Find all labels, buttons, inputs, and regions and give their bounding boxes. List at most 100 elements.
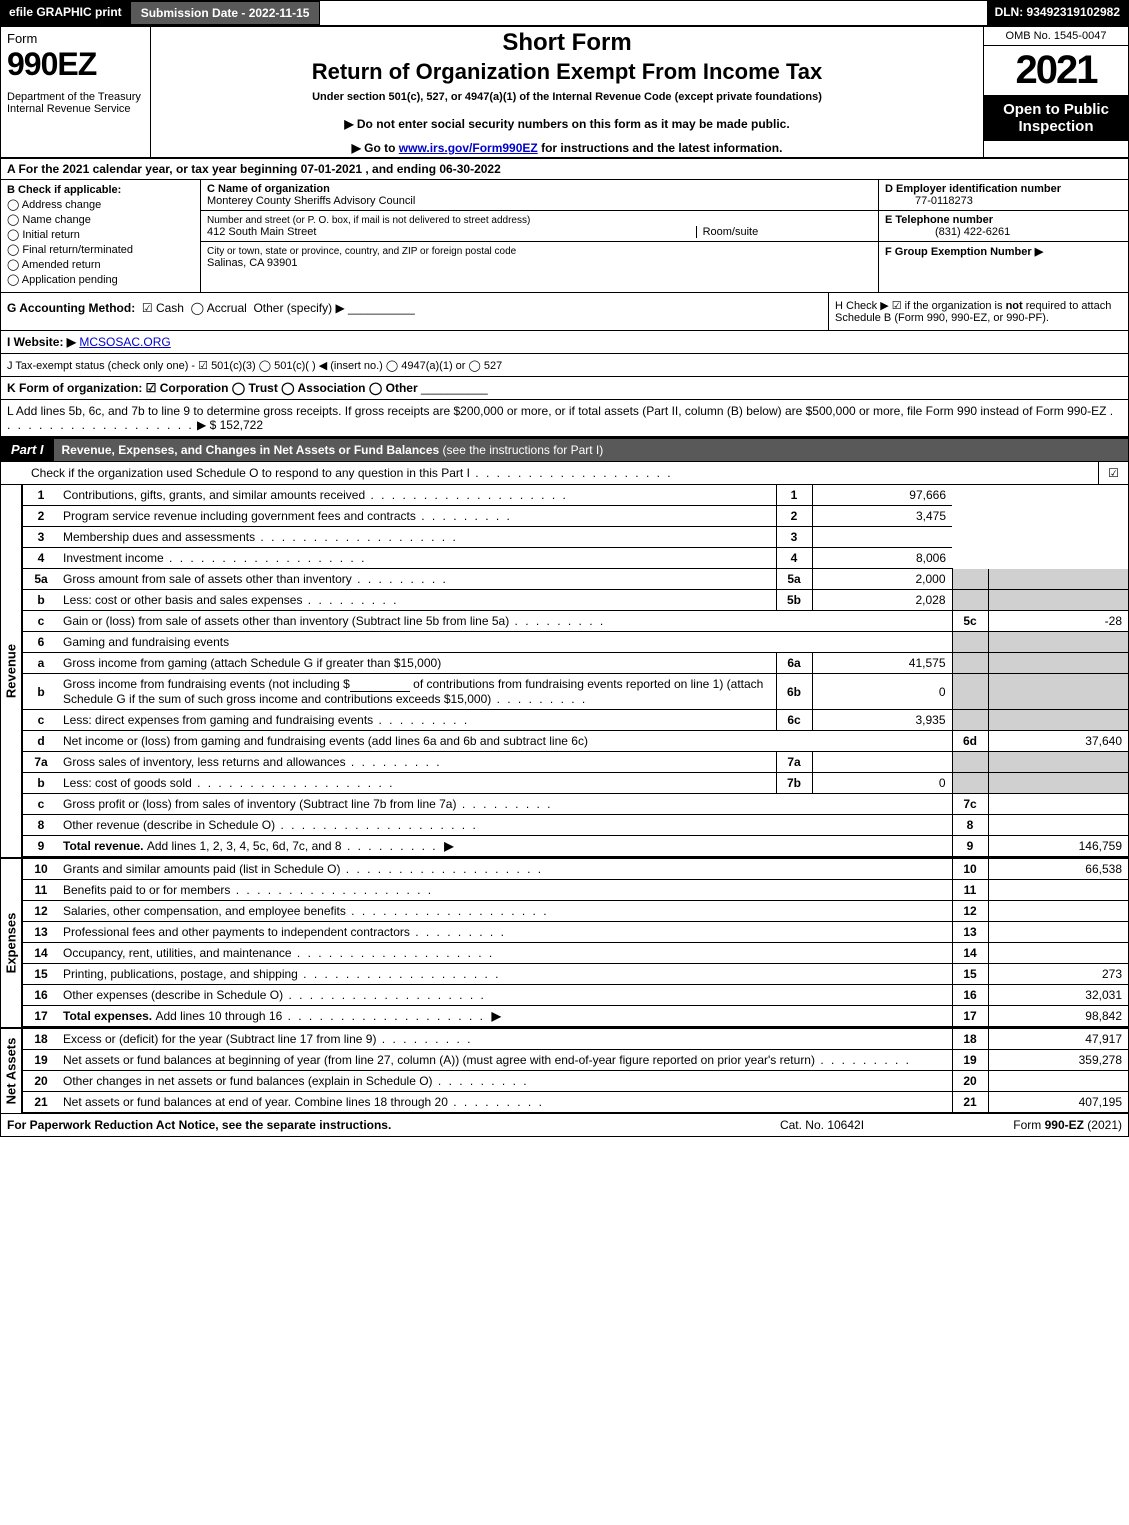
irs-link[interactable]: www.irs.gov/Form990EZ: [399, 141, 538, 155]
part-i-label: Part I: [1, 438, 54, 461]
line-6b: bGross income from fundraising events (n…: [23, 674, 1128, 710]
tax-year: 2021: [984, 46, 1128, 95]
section-g: G Accounting Method: ☑ Cash ◯ Accrual Ot…: [1, 293, 828, 330]
cash-label[interactable]: Cash: [156, 301, 184, 315]
line-20: 20Other changes in net assets or fund ba…: [23, 1071, 1128, 1092]
line-16: 16Other expenses (describe in Schedule O…: [23, 985, 1128, 1006]
line-7b: bLess: cost of goods sold7b0: [23, 773, 1128, 794]
city-value: Salinas, CA 93901: [207, 257, 298, 269]
line-9: 9Total revenue. Add lines 1, 2, 3, 4, 5c…: [23, 836, 1128, 857]
accrual-label[interactable]: Accrual: [207, 301, 247, 315]
warn2-pre: ▶ Go to: [352, 141, 399, 155]
net-assets-side-label: Net Assets: [1, 1029, 23, 1113]
group-exemption-label: F Group Exemption Number ▶: [885, 246, 1043, 258]
line-10: 10Grants and similar amounts paid (list …: [23, 859, 1128, 880]
expenses-side-label: Expenses: [1, 859, 23, 1027]
cb-amended-return[interactable]: ◯ Amended return: [7, 258, 194, 271]
form-word: Form: [7, 31, 144, 46]
ein-value: 77-0118273: [915, 195, 973, 207]
top-bar: efile GRAPHIC print Submission Date - 20…: [1, 1, 1128, 27]
row-a-tax-year: A For the 2021 calendar year, or tax yea…: [1, 159, 1128, 180]
cb-application-pending-label: Application pending: [22, 274, 118, 286]
row-j-tax-exempt: J Tax-exempt status (check only one) - ☑…: [1, 354, 1128, 377]
website-label: I Website: ▶: [7, 335, 76, 349]
header-left: Form 990EZ Department of the Treasury In…: [1, 27, 151, 157]
omb-number: OMB No. 1545-0047: [984, 27, 1128, 46]
cb-amended-return-label: Amended return: [22, 259, 101, 271]
street-value: 412 South Main Street: [207, 226, 316, 238]
l-amount: ▶ $ 152,722: [197, 418, 263, 432]
org-name-label: C Name of organization: [207, 183, 330, 195]
h-not: not: [1006, 300, 1023, 312]
rows-b-through-f: B Check if applicable: ◯ Address change …: [1, 180, 1128, 293]
org-name-value: Monterey County Sheriffs Advisory Counci…: [207, 195, 415, 207]
phone-label: E Telephone number: [885, 214, 993, 226]
ein-label: D Employer identification number: [885, 183, 1061, 195]
schedule-o-checkbox[interactable]: ☑: [1098, 462, 1128, 484]
section-c: C Name of organization Monterey County S…: [201, 180, 878, 292]
subtitle: Under section 501(c), 527, or 4947(a)(1)…: [157, 91, 977, 103]
row-l-gross-receipts: L Add lines 5b, 6c, and 7b to line 9 to …: [1, 400, 1128, 438]
open-to-public: Open to Public Inspection: [984, 95, 1128, 141]
cb-final-return-label: Final return/terminated: [22, 244, 133, 256]
form-number: 990EZ: [7, 46, 144, 83]
line-12: 12Salaries, other compensation, and empl…: [23, 901, 1128, 922]
section-f: F Group Exemption Number ▶: [879, 242, 1128, 261]
cb-initial-return-label: Initial return: [22, 229, 79, 241]
cb-name-change-label: Name change: [22, 214, 91, 226]
line-2: 2Program service revenue including gover…: [23, 506, 1128, 527]
cb-address-change[interactable]: ◯ Address change: [7, 198, 194, 211]
efile-print-label[interactable]: efile GRAPHIC print: [1, 1, 130, 25]
sections-d-e-f: D Employer identification number 77-0118…: [878, 180, 1128, 292]
dln-label: DLN: 93492319102982: [987, 1, 1128, 25]
warn2-post: for instructions and the latest informat…: [538, 141, 783, 155]
section-d: D Employer identification number 77-0118…: [879, 180, 1128, 211]
row-a-text: A For the 2021 calendar year, or tax yea…: [7, 162, 501, 176]
form-990ez-page: efile GRAPHIC print Submission Date - 20…: [0, 0, 1129, 1137]
page-footer: For Paperwork Reduction Act Notice, see …: [1, 1114, 1128, 1136]
line-14: 14Occupancy, rent, utilities, and mainte…: [23, 943, 1128, 964]
tax-exempt-text: J Tax-exempt status (check only one) - ☑…: [7, 360, 502, 372]
cb-final-return[interactable]: ◯ Final return/terminated: [7, 243, 194, 256]
topbar-spacer: [320, 1, 986, 25]
revenue-table: 1Contributions, gifts, grants, and simil…: [23, 485, 1128, 857]
line-7a: 7aGross sales of inventory, less returns…: [23, 752, 1128, 773]
line-13: 13Professional fees and other payments t…: [23, 922, 1128, 943]
k-text: K Form of organization: ☑ Corporation ◯ …: [7, 381, 418, 395]
footer-form-ref: Form 990-EZ (2021): [922, 1118, 1122, 1132]
form-header: Form 990EZ Department of the Treasury In…: [1, 27, 1128, 159]
dept-label: Department of the Treasury Internal Reve…: [7, 91, 144, 115]
submission-date: Submission Date - 2022-11-15: [130, 1, 321, 25]
other-label[interactable]: Other (specify) ▶: [253, 301, 344, 315]
part-i-title-note: (see the instructions for Part I): [439, 443, 603, 457]
header-center: Short Form Return of Organization Exempt…: [151, 27, 983, 157]
line-8: 8Other revenue (describe in Schedule O)8: [23, 815, 1128, 836]
line-7c: cGross profit or (loss) from sales of in…: [23, 794, 1128, 815]
street-label: Number and street (or P. O. box, if mail…: [207, 215, 530, 226]
line-5a: 5aGross amount from sale of assets other…: [23, 569, 1128, 590]
line-11: 11Benefits paid to or for members11: [23, 880, 1128, 901]
h-text1: H Check ▶ ☑ if the organization is: [835, 300, 1006, 312]
row-i-website: I Website: ▶ MCSOSAC.ORG: [1, 331, 1128, 354]
title-short-form: Short Form: [157, 29, 977, 57]
line-3: 3Membership dues and assessments3: [23, 527, 1128, 548]
room-suite-label: Room/suite: [696, 226, 759, 238]
line-4: 4Investment income48,006: [23, 548, 1128, 569]
schedule-o-check-row: Check if the organization used Schedule …: [1, 462, 1128, 485]
footer-paperwork: For Paperwork Reduction Act Notice, see …: [7, 1118, 722, 1132]
cb-initial-return[interactable]: ◯ Initial return: [7, 228, 194, 241]
cb-name-change[interactable]: ◯ Name change: [7, 213, 194, 226]
line-6: 6Gaming and fundraising events: [23, 632, 1128, 653]
section-b-label: B Check if applicable:: [7, 184, 121, 196]
website-link[interactable]: MCSOSAC.ORG: [79, 335, 170, 349]
accounting-method-label: G Accounting Method:: [7, 301, 135, 315]
cb-application-pending[interactable]: ◯ Application pending: [7, 273, 194, 286]
line-6d: dNet income or (loss) from gaming and fu…: [23, 731, 1128, 752]
line-19: 19Net assets or fund balances at beginni…: [23, 1050, 1128, 1071]
revenue-side-label: Revenue: [1, 485, 23, 857]
revenue-section: Revenue 1Contributions, gifts, grants, a…: [1, 485, 1128, 859]
rows-g-h: G Accounting Method: ☑ Cash ◯ Accrual Ot…: [1, 293, 1128, 331]
schedule-o-text: Check if the organization used Schedule …: [1, 462, 1098, 484]
phone-value: (831) 422-6261: [935, 226, 1010, 238]
street-row: Number and street (or P. O. box, if mail…: [201, 211, 878, 242]
